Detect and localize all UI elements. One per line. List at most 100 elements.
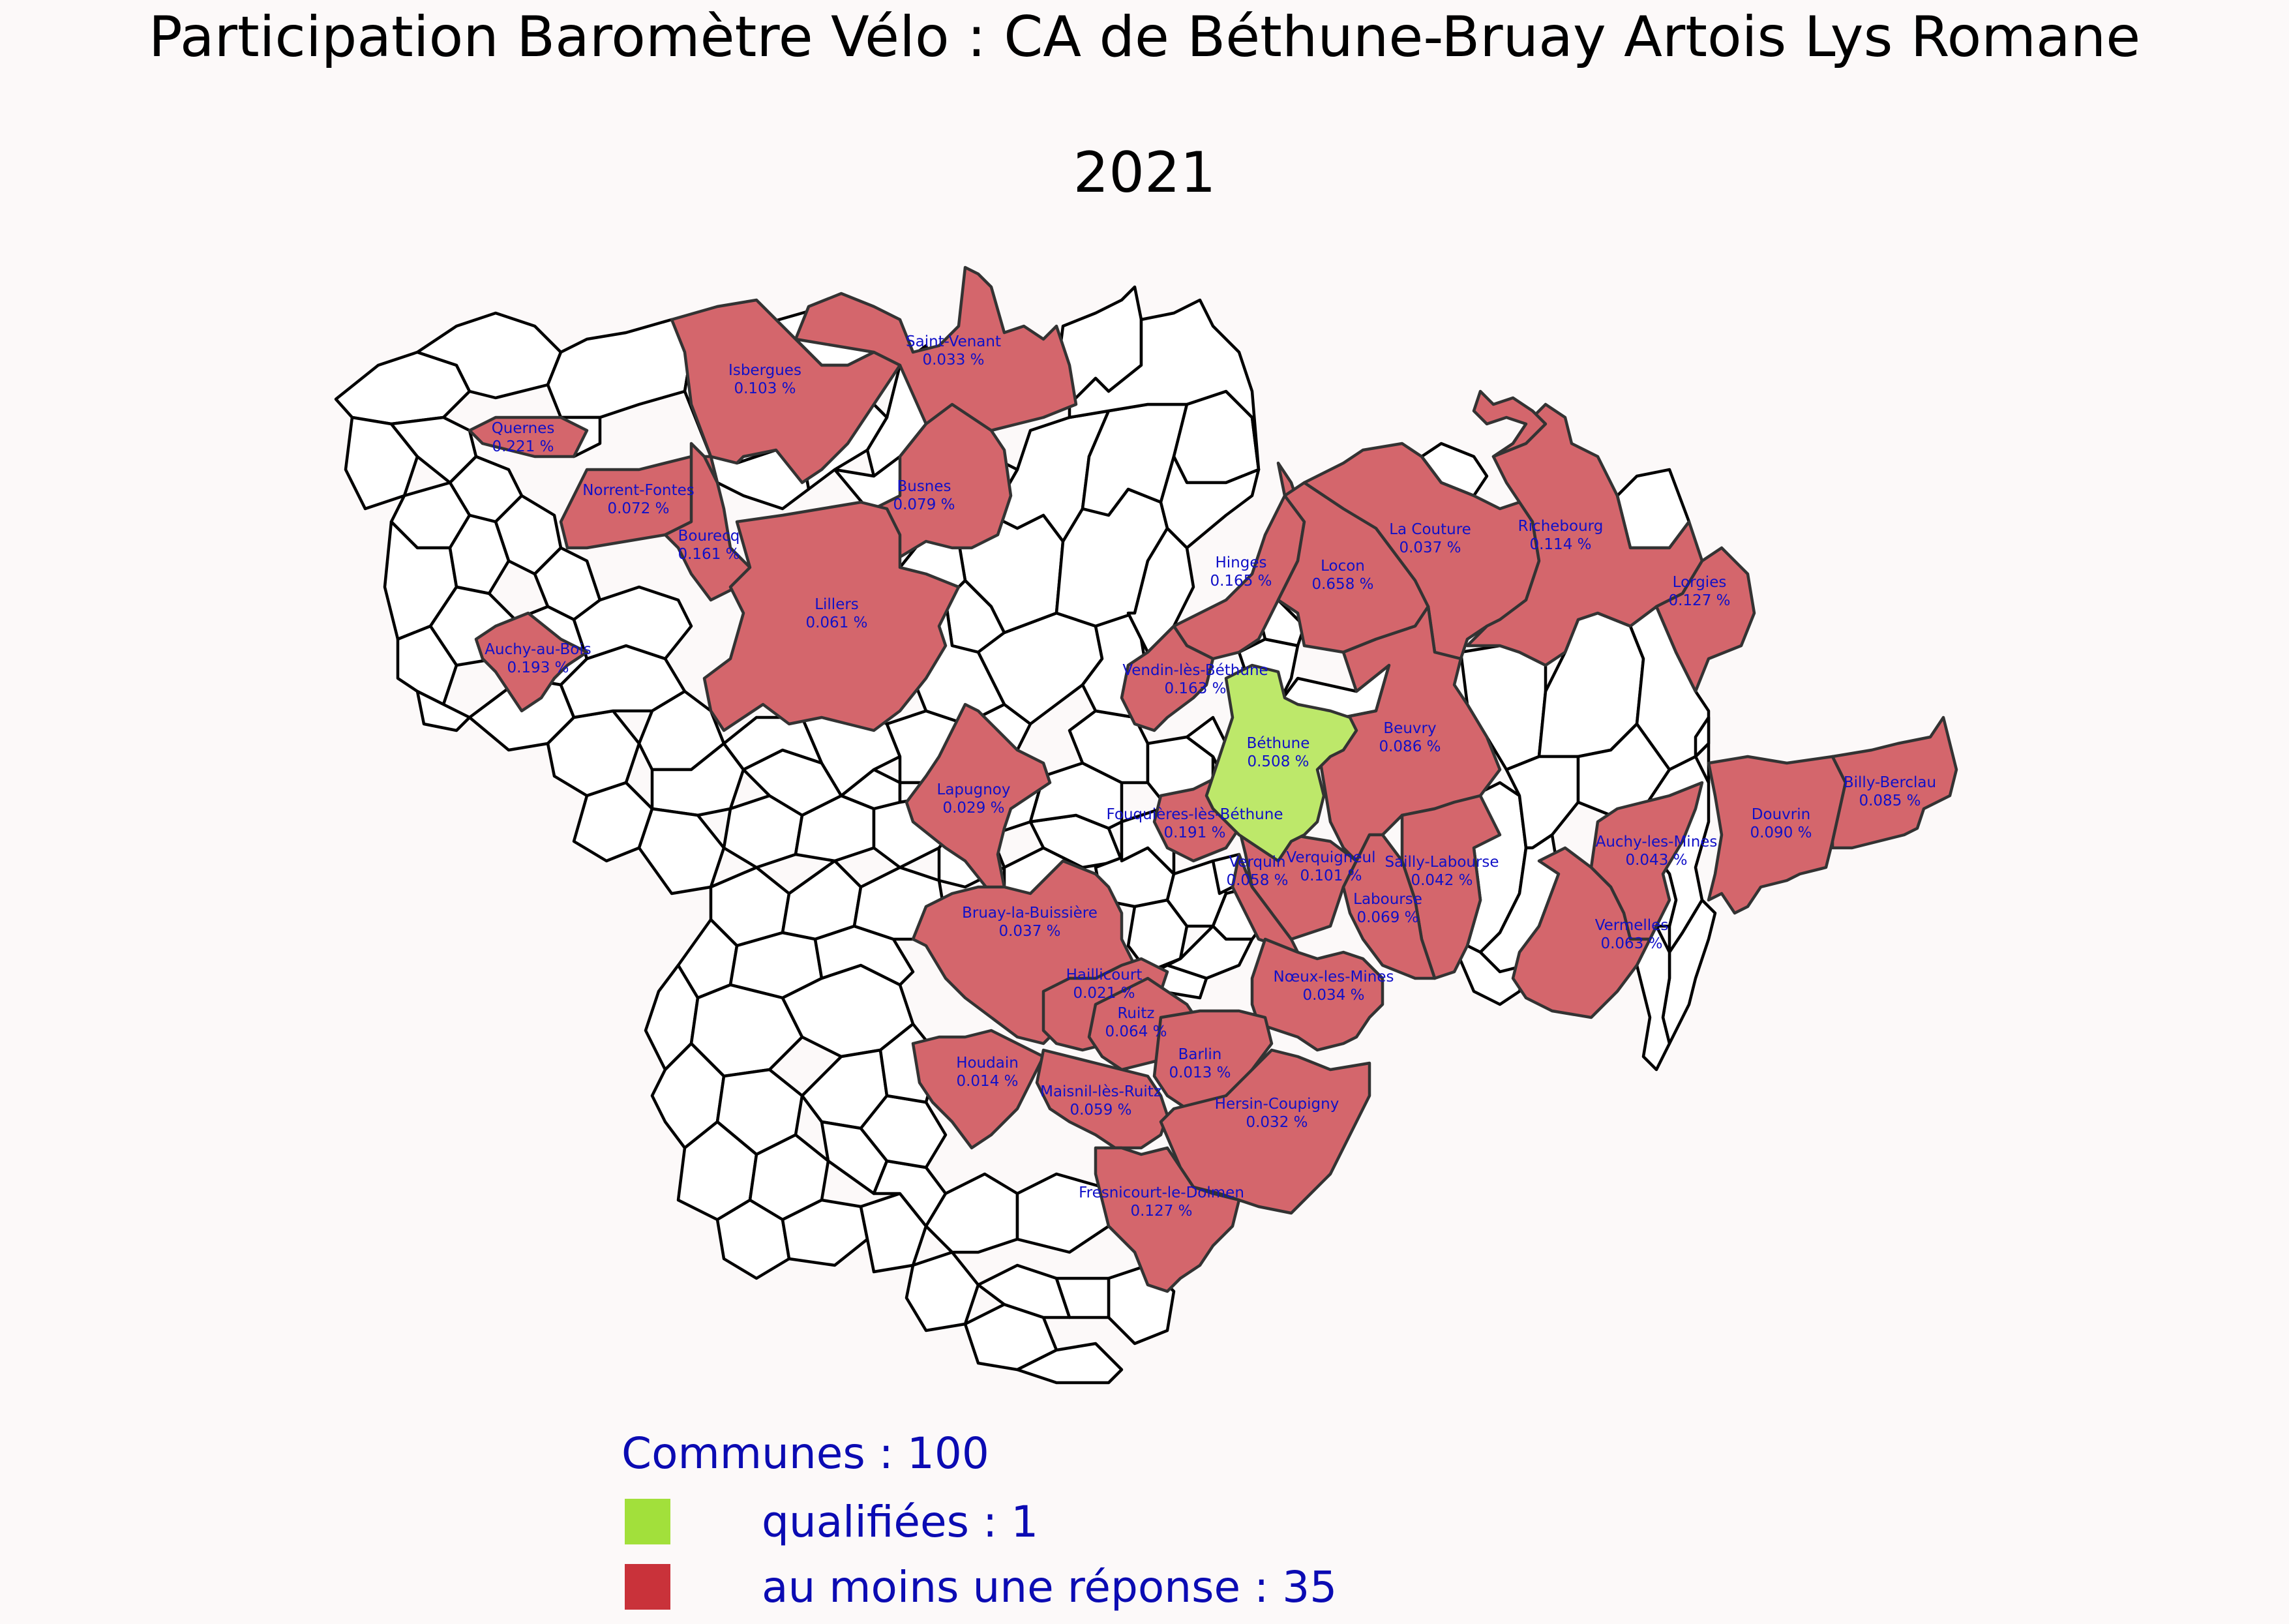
commune-label: Ruitz 0.064 % xyxy=(1105,1005,1167,1040)
commune-value: 0.127 % xyxy=(1130,1203,1192,1220)
commune-label: Nœux-les-Mines 0.034 % xyxy=(1274,969,1394,1004)
commune-name: Nœux-les-Mines xyxy=(1274,969,1394,985)
commune-label: Douvrin 0.090 % xyxy=(1750,806,1812,841)
commune-name: Verquigneul xyxy=(1286,849,1375,866)
commune-value: 0.161 % xyxy=(678,546,740,563)
commune-value: 0.193 % xyxy=(507,659,569,676)
commune-label: Auchy-les-Mines 0.043 % xyxy=(1596,834,1718,869)
commune-value: 0.163 % xyxy=(1164,680,1226,697)
map-year: 2021 xyxy=(1073,140,1216,205)
commune-value: 0.064 % xyxy=(1105,1023,1167,1040)
legend-item-responded: au moins une réponse : 35 xyxy=(625,1561,1338,1612)
commune-name: Barlin xyxy=(1178,1046,1222,1063)
commune-name: Auchy-les-Mines xyxy=(1596,834,1718,850)
commune-value: 0.085 % xyxy=(1859,792,1921,809)
commune-name: Bourecq xyxy=(678,528,740,545)
commune-name: Fouquières-lès-Béthune xyxy=(1107,806,1283,823)
legend-label-responded: au moins une réponse : 35 xyxy=(762,1561,1338,1612)
commune-value: 0.033 % xyxy=(922,352,984,368)
commune-label: Verquin 0.058 % xyxy=(1226,854,1288,889)
commune-value: 0.042 % xyxy=(1411,872,1473,889)
commune-label: Billy-Berclau 0.085 % xyxy=(1844,774,1936,809)
commune-label: Saint-Venant 0.033 % xyxy=(906,333,1001,368)
commune-name: Busnes xyxy=(897,478,951,495)
commune-value: 0.079 % xyxy=(893,496,955,513)
commune-labels: Saint-Venant 0.033 % Isbergues 0.103 % Quern… xyxy=(485,333,1936,1220)
commune-label: Houdain 0.014 % xyxy=(956,1055,1019,1090)
commune-label: Vermelles 0.063 % xyxy=(1595,917,1669,952)
commune-label: Lorgies 0.127 % xyxy=(1668,574,1730,609)
commune-label: Busnes 0.079 % xyxy=(893,478,955,513)
commune-name: Bruay-la-Buissière xyxy=(962,905,1098,922)
commune-label: Richebourg 0.114 % xyxy=(1518,518,1604,553)
legend-swatch-qualified xyxy=(625,1499,670,1544)
commune-name: Quernes xyxy=(492,420,555,437)
commune-value: 0.658 % xyxy=(1311,576,1373,593)
commune-name: Richebourg xyxy=(1518,518,1604,535)
commune-label: Lillers 0.061 % xyxy=(805,596,867,631)
commune-label: Bourecq 0.161 % xyxy=(678,528,740,563)
legend-swatch-responded xyxy=(625,1564,670,1610)
commune-label: Hersin-Coupigny 0.032 % xyxy=(1215,1096,1339,1131)
communes-qualified xyxy=(1204,663,1358,863)
commune-label: Vendin-lès-Béthune 0.163 % xyxy=(1122,662,1268,697)
commune-name: Billy-Berclau xyxy=(1844,774,1936,791)
commune-name: La Couture xyxy=(1389,521,1471,538)
commune-name: Douvrin xyxy=(1752,806,1810,823)
commune-value: 0.037 % xyxy=(1399,539,1461,556)
commune-label: Béthune 0.508 % xyxy=(1247,735,1310,770)
commune-name: Norrent-Fontes xyxy=(582,482,695,499)
commune-label: Hinges 0.165 % xyxy=(1210,554,1272,590)
commune-value: 0.191 % xyxy=(1163,824,1225,841)
commune-name: Lorgies xyxy=(1673,574,1727,591)
commune-name: Beuvry xyxy=(1383,720,1436,737)
map-title: Participation Baromètre Vélo : CA de Bét… xyxy=(148,5,2141,70)
commune-name: Hersin-Coupigny xyxy=(1215,1096,1339,1113)
legend-label-qualified: qualifiées : 1 xyxy=(762,1496,1039,1547)
commune-label: La Couture 0.037 % xyxy=(1389,521,1471,556)
commune-label: Labourse 0.069 % xyxy=(1353,891,1422,926)
communes-with-response xyxy=(468,265,1958,1293)
commune-label: Isbergues 0.103 % xyxy=(728,362,801,397)
commune-label: Lapugnoy 0.029 % xyxy=(937,781,1011,817)
commune-label: Maisnil-lès-Ruitz 0.059 % xyxy=(1040,1083,1161,1119)
commune-label: Bruay-la-Buissière 0.037 % xyxy=(962,905,1098,940)
legend-communes-total: Communes : 100 xyxy=(621,1428,989,1479)
commune-label: Fouquières-lès-Béthune 0.191 % xyxy=(1107,806,1283,841)
commune-value: 0.037 % xyxy=(998,923,1060,940)
commune-value: 0.061 % xyxy=(805,614,867,631)
commune-name: Vermelles xyxy=(1595,917,1669,934)
commune-label: Quernes 0.221 % xyxy=(492,420,555,455)
commune-value: 0.072 % xyxy=(607,500,669,517)
commune-name: Lillers xyxy=(815,596,859,613)
commune-name: Haillicourt xyxy=(1066,967,1143,984)
commune-label: Locon 0.658 % xyxy=(1311,558,1373,593)
commune-value: 0.127 % xyxy=(1668,592,1730,609)
commune-name: Béthune xyxy=(1247,735,1310,752)
commune-value: 0.221 % xyxy=(492,438,554,455)
commune-name: Lapugnoy xyxy=(937,781,1011,798)
commune-value: 0.059 % xyxy=(1070,1102,1131,1119)
commune-value: 0.032 % xyxy=(1246,1114,1308,1131)
commune-name: Ruitz xyxy=(1117,1005,1154,1022)
commune-label: Haillicourt 0.021 % xyxy=(1066,967,1143,1002)
commune-name: Hinges xyxy=(1216,554,1267,571)
commune-value: 0.058 % xyxy=(1226,872,1288,889)
commune-label: Norrent-Fontes 0.072 % xyxy=(582,482,695,517)
commune-name: Fresnicourt-le-Dolmen xyxy=(1079,1184,1244,1201)
commune-value: 0.069 % xyxy=(1356,909,1418,926)
commune-value: 0.090 % xyxy=(1750,824,1812,841)
commune-value: 0.508 % xyxy=(1247,753,1309,770)
commune-label: Sailly-Labourse 0.042 % xyxy=(1384,854,1499,889)
legend-item-qualified: qualifiées : 1 xyxy=(625,1496,1039,1547)
commune-label: Verquigneul 0.101 % xyxy=(1286,849,1375,884)
commune-label: Beuvry 0.086 % xyxy=(1379,720,1441,755)
commune-name: Locon xyxy=(1321,558,1365,575)
commune-name: Verquin xyxy=(1229,854,1285,871)
commune-name: Maisnil-lès-Ruitz xyxy=(1040,1083,1161,1100)
commune-label: Fresnicourt-le-Dolmen 0.127 % xyxy=(1079,1184,1244,1220)
commune-value: 0.021 % xyxy=(1073,985,1135,1002)
commune-value: 0.165 % xyxy=(1210,573,1272,590)
commune-name: Labourse xyxy=(1353,891,1422,908)
